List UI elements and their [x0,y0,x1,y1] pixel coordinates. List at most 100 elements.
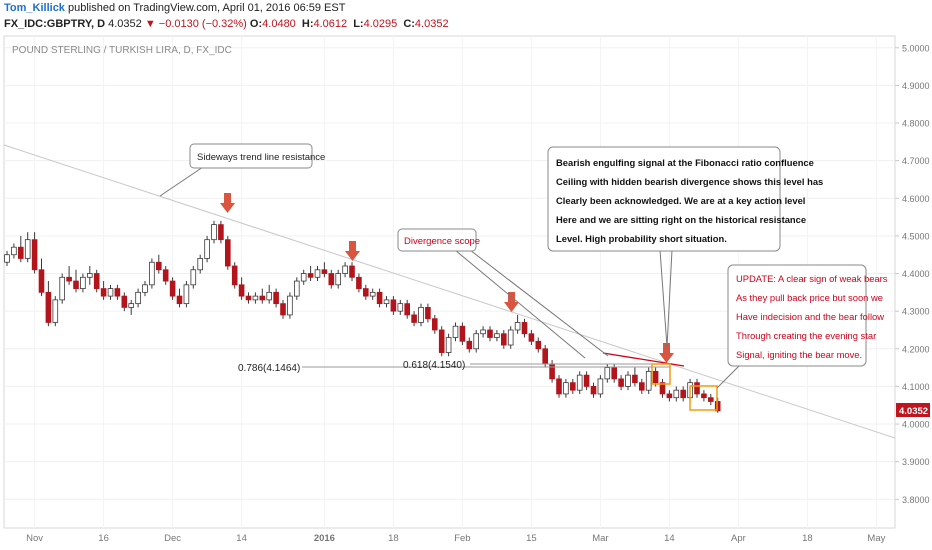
candle[interactable] [252,292,259,304]
author-link[interactable]: Tom_Killick [4,2,65,14]
candle[interactable] [300,269,307,285]
candle[interactable] [17,235,24,263]
candle[interactable] [114,284,121,300]
callout-bearish[interactable]: Bearish engulfing signal at the Fibonacc… [547,146,823,348]
candle[interactable] [211,220,217,244]
candle[interactable] [52,296,59,327]
candle[interactable] [307,266,314,282]
candle[interactable] [445,333,452,357]
candle[interactable] [314,266,321,282]
candle[interactable] [280,299,286,319]
candle[interactable] [59,273,65,304]
candle[interactable] [666,390,673,402]
candle[interactable] [107,284,114,300]
candle[interactable] [155,254,162,274]
candle[interactable] [680,386,686,402]
candle[interactable] [169,277,176,300]
candle[interactable] [349,262,355,282]
candle[interactable] [321,262,328,278]
candle[interactable] [590,382,597,398]
callout-divergence[interactable]: Divergence scope [397,228,609,359]
candle[interactable] [356,273,362,293]
candle[interactable] [659,378,666,398]
candle[interactable] [452,322,459,342]
candle[interactable] [514,314,521,334]
candle[interactable] [528,329,535,346]
candle[interactable] [38,258,45,297]
candle[interactable] [694,378,700,398]
candle[interactable] [293,277,300,300]
candle[interactable] [204,235,210,263]
candle[interactable] [45,281,52,327]
candle[interactable] [287,292,293,319]
candle[interactable] [128,299,135,315]
candle[interactable] [625,371,631,391]
candle[interactable] [480,326,486,338]
candle[interactable] [418,303,424,327]
candle[interactable] [73,269,79,293]
candle[interactable] [708,393,714,406]
candle[interactable] [197,254,204,274]
candle[interactable] [383,296,390,308]
candle[interactable] [459,322,466,346]
candle[interactable] [673,386,680,402]
candle[interactable] [639,378,645,394]
candle[interactable] [162,266,169,285]
candle[interactable] [618,375,624,391]
callout-update[interactable]: UPDATE: A clear sign of weak bears As th… [716,264,888,389]
candle[interactable] [135,288,141,308]
candle[interactable] [535,337,542,353]
candle[interactable] [259,288,266,304]
candle[interactable] [570,378,576,394]
callout-sideways[interactable]: Sideways trend line resistance [159,143,325,197]
candle[interactable] [224,235,231,270]
candle[interactable] [404,299,410,319]
candle[interactable] [645,367,652,394]
candle[interactable] [66,266,72,285]
candle[interactable] [11,243,17,259]
candle[interactable] [231,262,238,289]
candle[interactable] [473,329,479,353]
candle[interactable] [80,273,86,293]
candle[interactable] [390,296,397,315]
candle[interactable] [521,318,528,338]
candle[interactable] [335,269,341,289]
candle[interactable] [149,258,155,289]
candle[interactable] [397,299,404,315]
candle[interactable] [701,390,707,402]
candle[interactable] [24,232,31,263]
candle[interactable] [576,371,583,394]
candle[interactable] [494,329,500,342]
candle[interactable] [266,284,272,304]
candle[interactable] [93,269,100,293]
candle[interactable] [183,281,190,308]
candle[interactable] [100,281,107,300]
candle[interactable] [176,288,183,308]
candle[interactable] [362,284,369,300]
candle[interactable] [273,288,279,308]
sideways-trend-line[interactable] [3,144,896,439]
candle[interactable] [549,360,555,383]
candle[interactable] [245,292,252,304]
candle[interactable] [218,220,224,244]
candle[interactable] [632,367,638,387]
candle[interactable] [500,329,507,349]
candle[interactable] [142,281,148,297]
candle[interactable] [342,262,348,278]
candle[interactable] [376,288,383,308]
candle[interactable] [487,326,493,342]
candle[interactable] [4,250,10,267]
candle[interactable] [121,292,128,312]
candle[interactable] [438,326,445,357]
candle[interactable] [507,326,514,349]
candle[interactable] [431,314,438,334]
candle[interactable] [563,378,569,398]
candle[interactable] [411,311,417,327]
candle[interactable] [597,375,604,398]
candle[interactable] [556,375,562,398]
candle[interactable] [31,232,38,274]
candle[interactable] [466,337,473,353]
candle[interactable] [583,371,590,391]
candle[interactable] [328,269,335,289]
candle[interactable] [369,288,376,300]
